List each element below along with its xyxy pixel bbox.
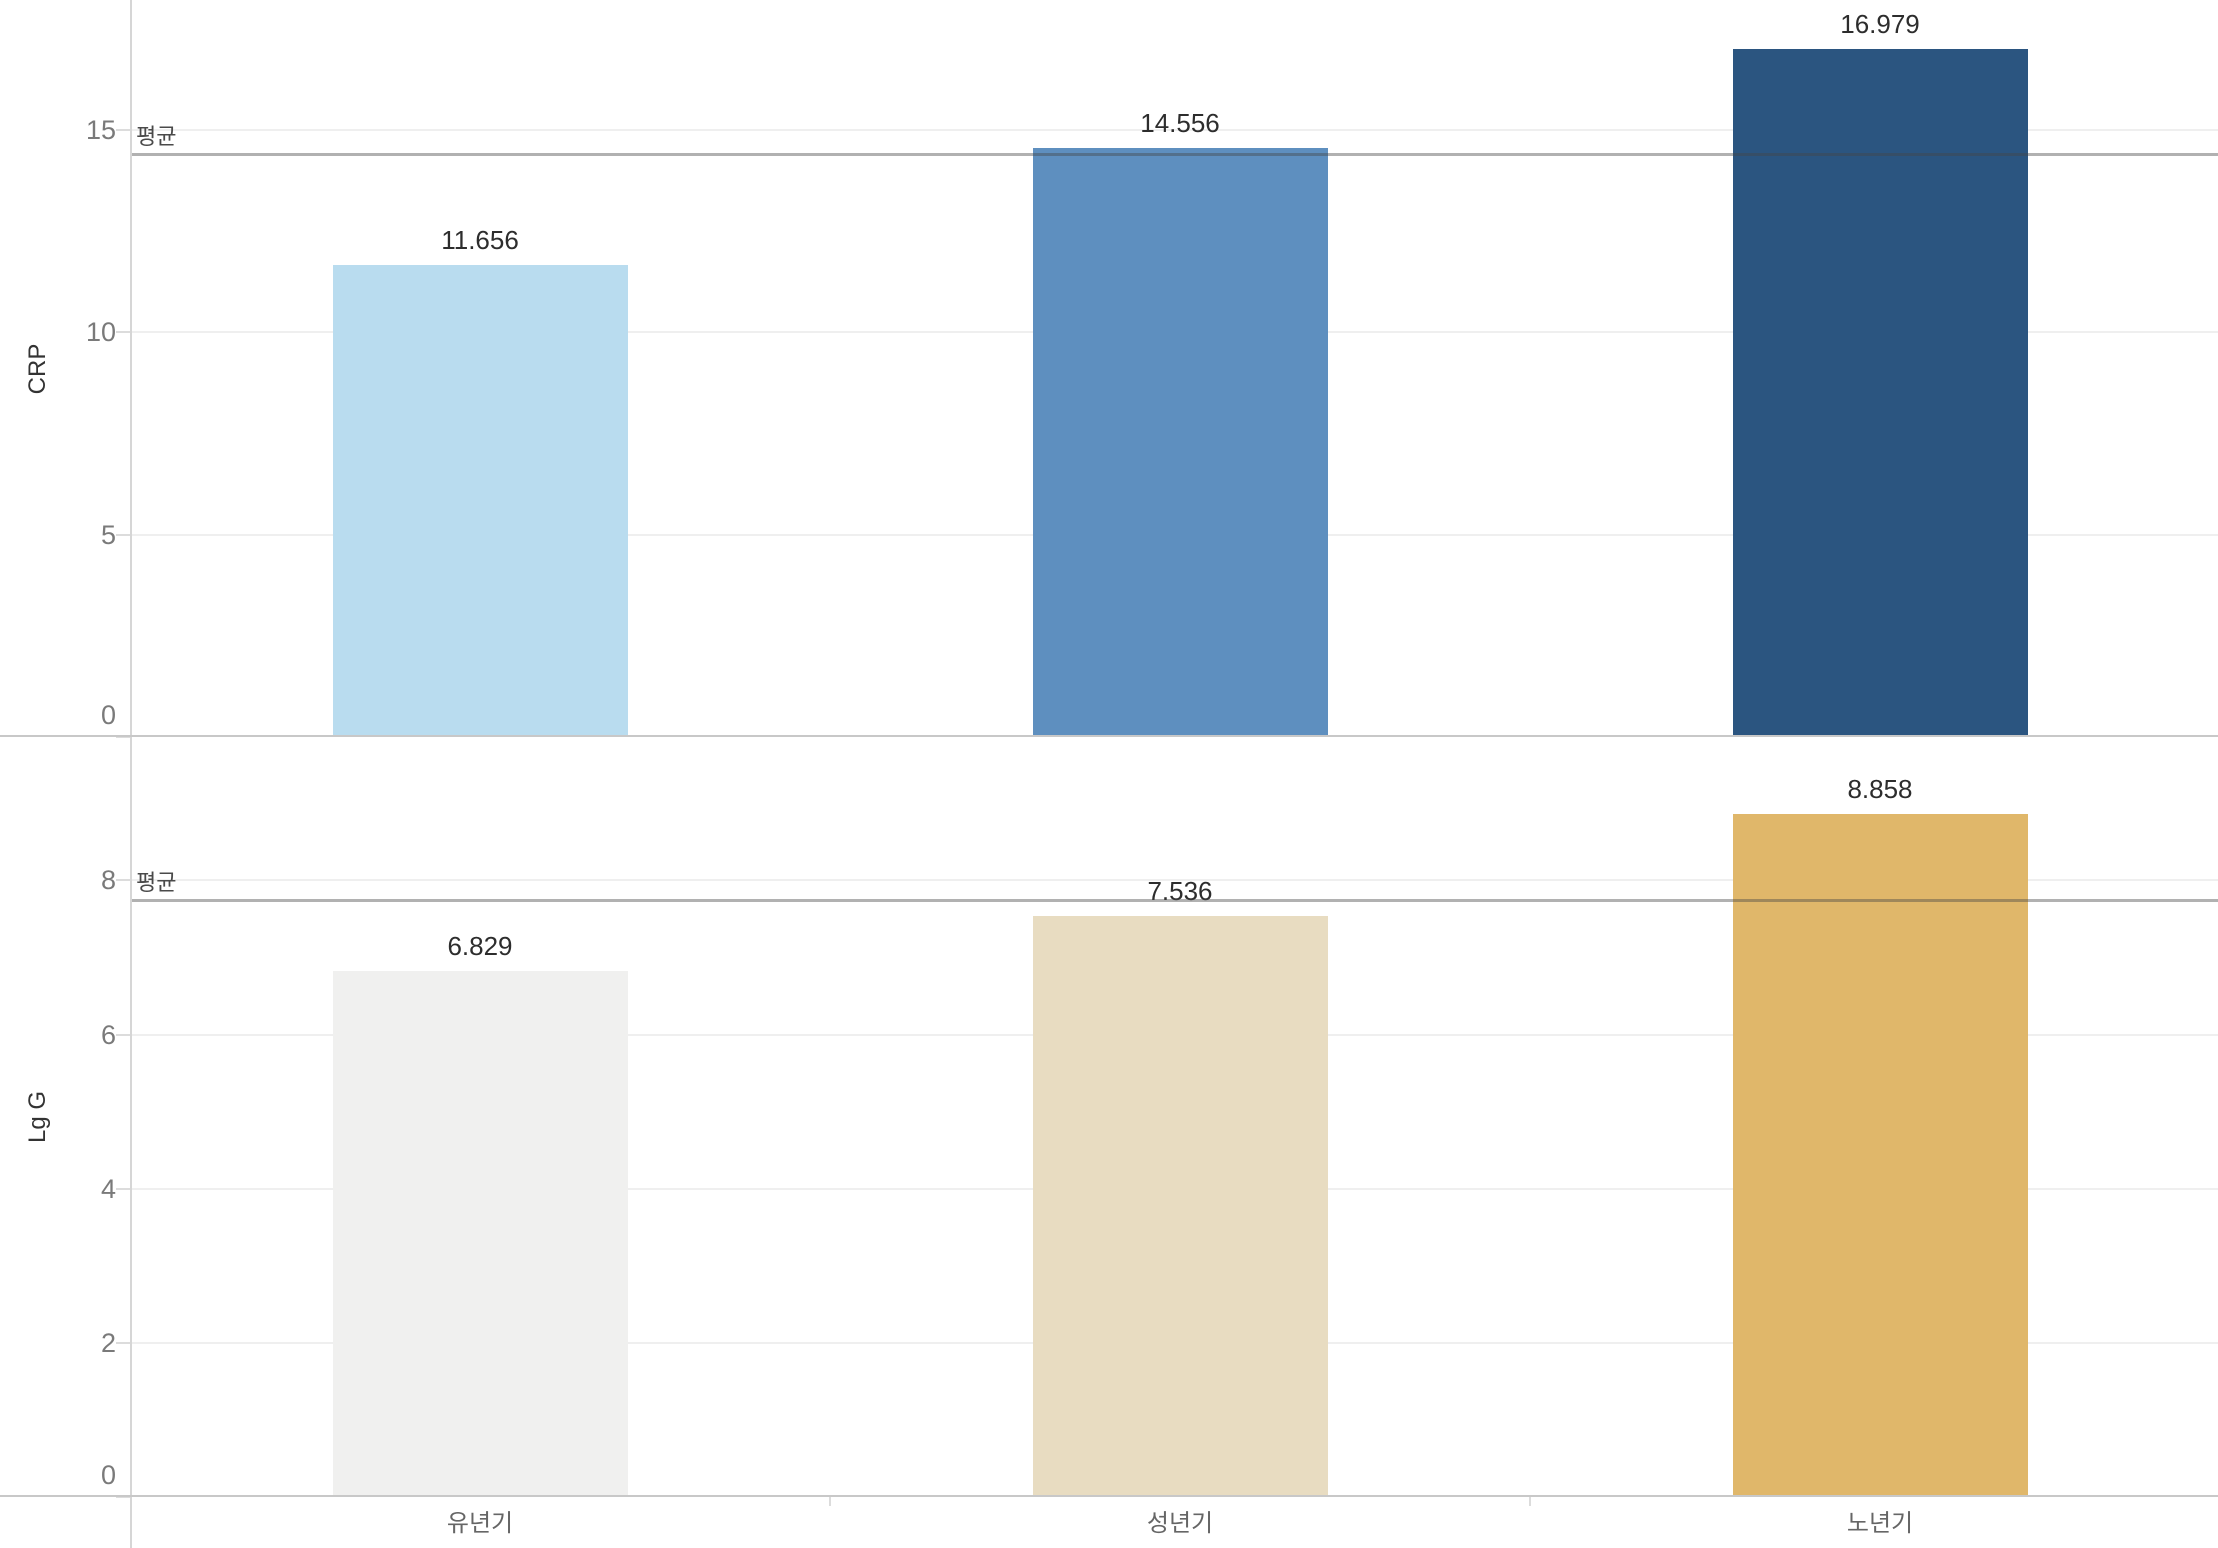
y-tick-mark bbox=[116, 736, 130, 738]
y-axis-title: Lg G bbox=[24, 1090, 51, 1144]
bar[interactable] bbox=[1732, 49, 2028, 737]
y-tick-mark bbox=[116, 879, 130, 882]
bar[interactable] bbox=[1032, 916, 1328, 1497]
y-tick-label: 10 bbox=[85, 317, 116, 348]
y-tick-label: 0 bbox=[100, 1460, 116, 1490]
y-tick-label: 5 bbox=[100, 519, 116, 550]
bar-value-label: 16.979 bbox=[1840, 9, 1920, 40]
bar[interactable] bbox=[332, 264, 628, 737]
category-boundary-tick bbox=[1529, 1497, 1531, 1506]
bar[interactable] bbox=[332, 970, 628, 1497]
y-tick-mark bbox=[116, 1033, 130, 1036]
bar-value-label: 7.536 bbox=[1147, 876, 1213, 907]
y-axis-line bbox=[130, 0, 132, 1548]
y-tick-label: 8 bbox=[100, 865, 116, 896]
y-tick-mark bbox=[116, 331, 130, 334]
reference-line bbox=[132, 153, 2218, 156]
bar[interactable] bbox=[1032, 147, 1328, 737]
x-category-label: 노년기 bbox=[1846, 1510, 1914, 1537]
panel-divider-line bbox=[0, 735, 2218, 737]
y-tick-label: 6 bbox=[100, 1019, 116, 1050]
category-boundary-tick bbox=[829, 1497, 831, 1506]
x-category-label: 유년기 bbox=[446, 1510, 514, 1537]
y-tick-mark bbox=[116, 128, 130, 131]
y-tick-mark bbox=[116, 1496, 130, 1498]
x-axis-line bbox=[0, 1495, 2218, 1497]
y-gridline bbox=[132, 879, 2218, 882]
y-tick-mark bbox=[116, 1187, 130, 1190]
x-category-label: 성년기 bbox=[1146, 1510, 1214, 1537]
bar-value-label: 14.556 bbox=[1140, 107, 1220, 138]
bar-value-label: 11.656 bbox=[441, 224, 519, 255]
y-tick-mark bbox=[116, 533, 130, 536]
y-tick-label: 0 bbox=[100, 700, 116, 730]
y-tick-label: 15 bbox=[85, 114, 116, 145]
reference-line bbox=[132, 899, 2218, 903]
y-tick-label: 2 bbox=[100, 1327, 116, 1358]
reference-line-label: 평균 bbox=[136, 870, 177, 896]
y-tick-mark bbox=[116, 1341, 130, 1344]
reference-line-label: 평균 bbox=[136, 124, 177, 149]
bar-value-label: 8.858 bbox=[1847, 774, 1913, 805]
y-gridline bbox=[132, 128, 2218, 131]
bar-value-label: 6.829 bbox=[447, 930, 513, 961]
y-axis-title: CRP bbox=[24, 343, 51, 394]
y-tick-label: 4 bbox=[100, 1173, 116, 1204]
bar[interactable] bbox=[1732, 814, 2028, 1497]
